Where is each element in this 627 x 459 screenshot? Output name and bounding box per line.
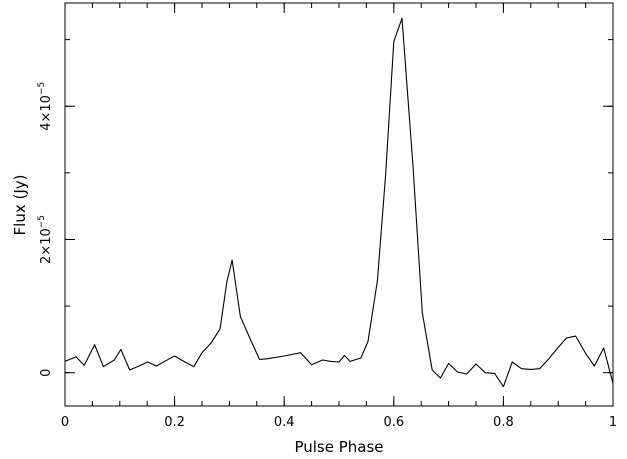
x-tick-label: 0.4 [274, 415, 295, 430]
x-tick-label: 0.6 [383, 415, 404, 430]
x-tick-labels: 0 0.2 0.4 0.6 0.8 1 [61, 415, 617, 430]
y-axis-ticks [65, 39, 613, 374]
x-tick-label: 0.8 [493, 415, 514, 430]
x-tick-label: 0 [61, 415, 69, 430]
y-axis-label: Flux (Jy) [11, 175, 29, 236]
y-tick-label: 2×10−5 [37, 215, 54, 264]
y-tick-label: 0 [39, 369, 54, 377]
x-tick-label: 1 [609, 415, 617, 430]
x-tick-label: 0.2 [164, 415, 185, 430]
plot-frame [64, 2, 614, 407]
y-tick-label: 4×10−5 [37, 82, 54, 131]
flux-series-line [64, 17, 614, 388]
x-axis-ticks [64, 3, 614, 406]
y-tick-labels: 0 2×10−5 4×10−5 [37, 82, 54, 377]
x-axis-label: Pulse Phase [294, 438, 383, 456]
